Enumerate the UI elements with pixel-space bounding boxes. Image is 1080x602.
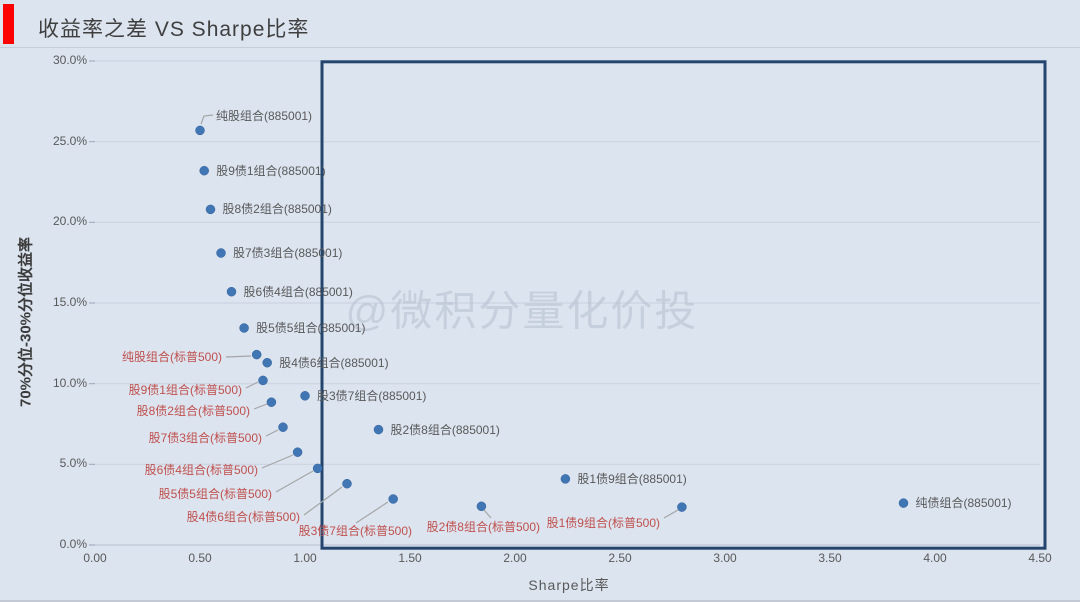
data-point[interactable]	[251, 349, 262, 360]
label-leader-line	[663, 509, 679, 519]
data-point[interactable]	[898, 498, 909, 508]
label-leader-line	[261, 454, 294, 469]
label-leader-line	[245, 381, 259, 389]
label-leader-line	[225, 355, 252, 358]
label-leader-line	[253, 403, 268, 410]
data-point[interactable]	[266, 397, 277, 407]
title-accent-bar	[3, 4, 14, 44]
x-axis-title: Sharpe比率	[528, 577, 610, 593]
y-axis-title: 70%分位-30%分位收益率	[17, 236, 35, 408]
data-point[interactable]	[388, 494, 398, 504]
data-point[interactable]	[195, 125, 205, 136]
data-point[interactable]	[205, 204, 216, 215]
data-point[interactable]	[476, 501, 487, 512]
label-leader-line	[275, 470, 314, 493]
data-point[interactable]	[262, 357, 272, 368]
label-leader-line	[303, 486, 343, 516]
data-point[interactable]	[226, 286, 237, 297]
label-leader-line	[265, 429, 279, 437]
data-point[interactable]	[278, 422, 288, 432]
data-point[interactable]	[677, 502, 687, 512]
title-separator-line	[0, 47, 1080, 48]
label-leader-line	[355, 501, 389, 524]
data-point[interactable]	[258, 375, 268, 386]
label-leader-line	[483, 509, 492, 519]
watermark: @微积分量化价投	[345, 287, 699, 335]
data-point[interactable]	[292, 447, 303, 457]
label-leader-line	[200, 114, 214, 125]
data-point[interactable]	[300, 391, 310, 401]
data-point[interactable]	[199, 165, 209, 176]
data-point[interactable]	[373, 424, 384, 435]
chart-title: 收益率之差 VS Sharpe比率	[38, 18, 310, 41]
data-point[interactable]	[342, 478, 352, 489]
data-point[interactable]	[560, 474, 571, 484]
data-point[interactable]	[312, 463, 323, 474]
highlight-box	[320, 60, 1047, 550]
data-point[interactable]	[239, 323, 249, 333]
data-point[interactable]	[216, 248, 226, 258]
